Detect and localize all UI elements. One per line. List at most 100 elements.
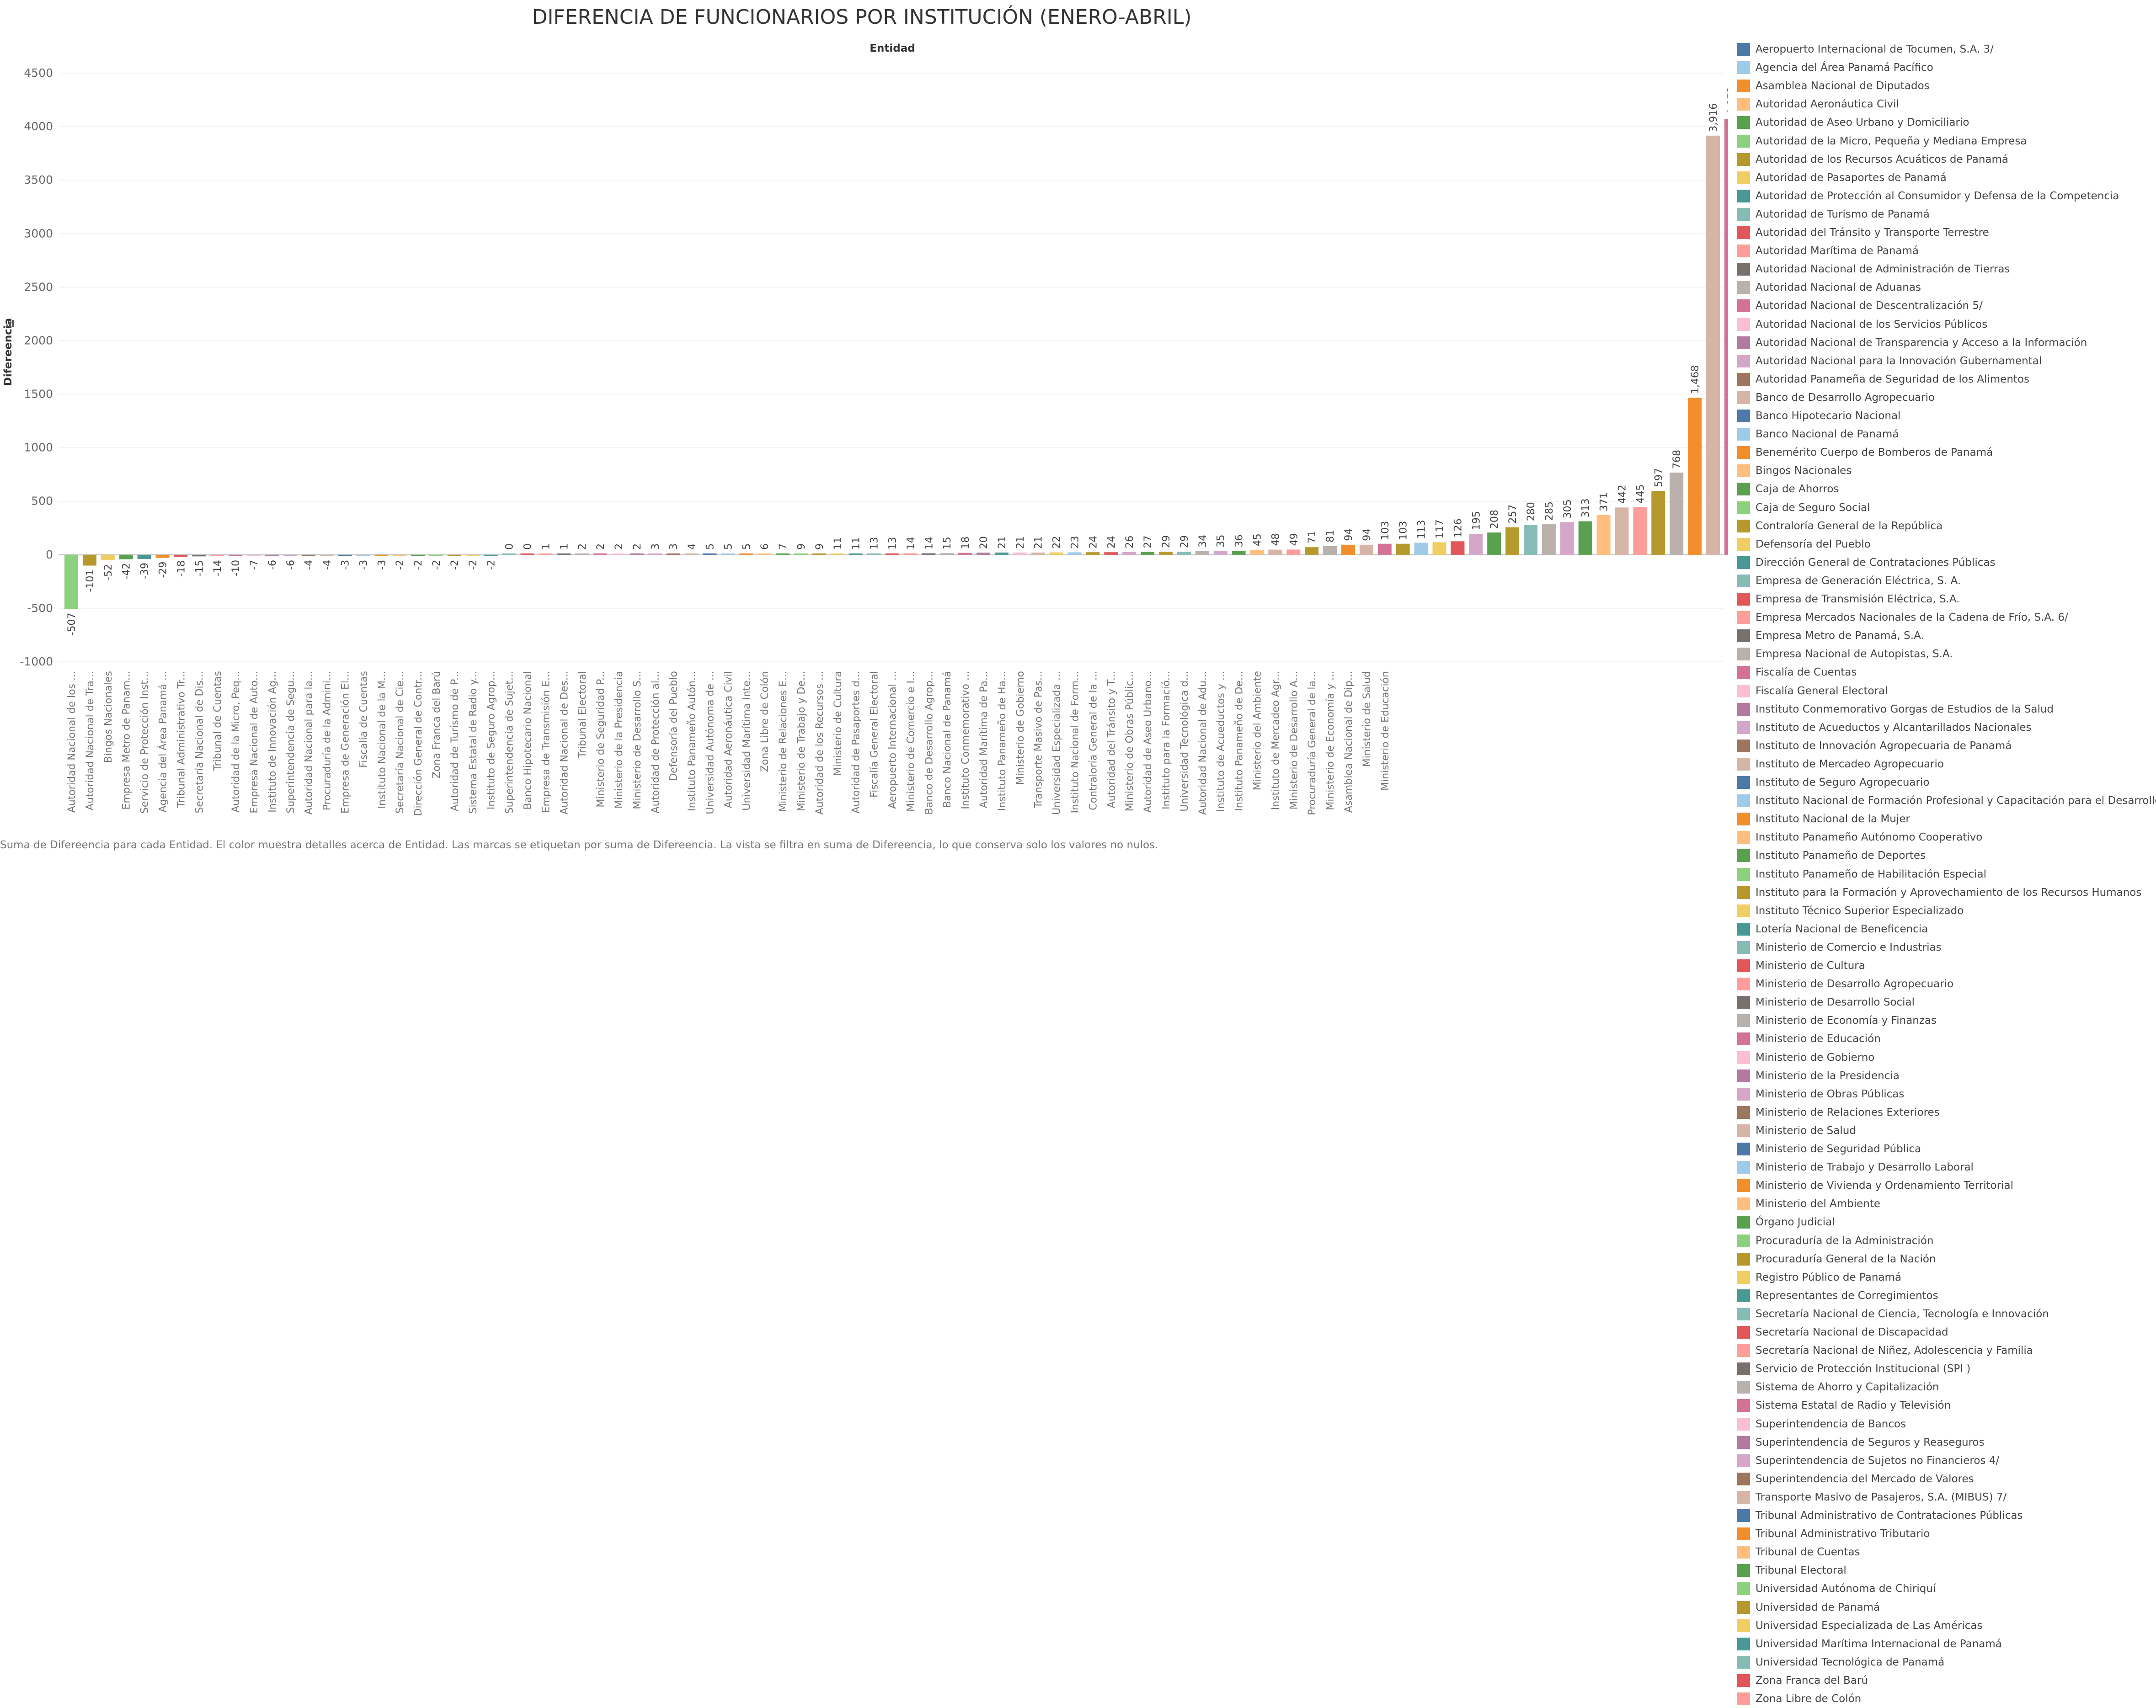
legend-item[interactable]: Instituto para la Formación y Aprovecham… <box>1737 883 2141 902</box>
bar[interactable] <box>1286 549 1301 555</box>
bar[interactable] <box>137 554 151 559</box>
bar[interactable] <box>1670 472 1684 555</box>
bar[interactable] <box>101 554 115 560</box>
legend-item[interactable]: Bingos Nacionales <box>1737 462 1852 480</box>
legend-item[interactable]: Instituto Conmemorativo Gorgas de Estudi… <box>1737 700 2054 718</box>
legend-item[interactable]: Ministerio de Comercio e Industrias <box>1737 938 1942 957</box>
legend-item[interactable]: Zona Franca del Barú <box>1737 1671 1868 1690</box>
legend-item[interactable]: Empresa de Generación Eléctrica, S. A. <box>1737 572 1961 590</box>
bar[interactable] <box>265 554 279 556</box>
legend-item[interactable]: Banco Hipotecario Nacional <box>1737 407 1900 425</box>
bar[interactable] <box>320 554 334 556</box>
legend-item[interactable]: Agencia del Área Panamá Pacífico <box>1737 59 1933 77</box>
bar[interactable] <box>539 553 553 555</box>
legend-item[interactable]: Empresa Metro de Panamá, S.A. <box>1737 627 1924 645</box>
legend-item[interactable]: Banco Nacional de Panamá <box>1737 425 1899 443</box>
legend-item[interactable]: Universidad de Panamá <box>1737 1598 1880 1617</box>
bar[interactable] <box>356 554 370 556</box>
bar[interactable] <box>155 554 170 558</box>
bar[interactable] <box>703 553 717 555</box>
bar[interactable] <box>82 554 96 566</box>
bar[interactable] <box>1724 118 1728 555</box>
legend-item[interactable]: Empresa Nacional de Autopistas, S.A. <box>1737 645 1953 663</box>
bar[interactable] <box>684 553 699 555</box>
legend-item[interactable]: Instituto Panameño de Habilitación Espec… <box>1737 865 1986 883</box>
legend-item[interactable]: Instituto Técnico Superior Especializado <box>1737 902 1964 920</box>
legend-item[interactable]: Ministerio del Ambiente <box>1737 1195 1880 1213</box>
bar[interactable] <box>812 553 826 555</box>
bar[interactable] <box>1177 552 1191 555</box>
bar[interactable] <box>447 554 461 556</box>
bar[interactable] <box>301 554 315 556</box>
bar[interactable] <box>1469 534 1483 555</box>
legend-item[interactable]: Tribunal Electoral <box>1737 1561 1846 1580</box>
bar[interactable] <box>210 554 224 557</box>
legend-item[interactable]: Instituto Nacional de la Mujer <box>1737 810 1910 828</box>
bar[interactable] <box>1323 546 1337 555</box>
legend-item[interactable]: Sistema Estatal de Radio y Televisión <box>1737 1396 1951 1415</box>
legend-item[interactable]: Empresa de Transmisión Eléctrica, S.A. <box>1737 590 1960 608</box>
legend-item[interactable]: Autoridad Nacional para la Innovación Gu… <box>1737 352 2042 370</box>
legend-item[interactable]: Instituto de Seguro Agropecuario <box>1737 773 1929 792</box>
bar[interactable] <box>739 553 753 555</box>
bar[interactable] <box>247 554 261 556</box>
bar[interactable] <box>1359 544 1373 555</box>
legend-item[interactable]: Autoridad del Tránsito y Transporte Terr… <box>1737 223 1989 242</box>
bar[interactable] <box>1213 551 1227 555</box>
bar[interactable] <box>1250 550 1264 555</box>
legend-item[interactable]: Ministerio de Educación <box>1737 1030 1881 1048</box>
bar[interactable] <box>830 553 844 555</box>
legend-item[interactable]: Universidad Autónoma de Chiriquí <box>1737 1580 1936 1598</box>
legend-item[interactable]: Ministerio de Trabajo y Desarrollo Labor… <box>1737 1158 1974 1176</box>
legend-item[interactable]: Superintendencia de Seguros y Reaseguros <box>1737 1433 1985 1452</box>
bar[interactable] <box>374 554 389 556</box>
legend-item[interactable]: Benemérito Cuerpo de Bomberos de Panamá <box>1737 443 1993 462</box>
legend-item[interactable]: Superintendencia del Mercado de Valores <box>1737 1470 1974 1488</box>
legend-item[interactable]: Autoridad Panameña de Seguridad de los A… <box>1737 370 2029 388</box>
bar[interactable] <box>1578 521 1592 555</box>
bar[interactable] <box>1141 552 1155 555</box>
bar[interactable] <box>1560 522 1574 555</box>
legend-item[interactable]: Autoridad Nacional de Transparencia y Ac… <box>1737 334 2087 352</box>
bar[interactable] <box>1013 552 1027 555</box>
legend-item[interactable]: Autoridad Nacional de Descentralización … <box>1737 297 1983 315</box>
bar[interactable] <box>1377 543 1392 555</box>
bar[interactable] <box>1487 532 1501 555</box>
bar[interactable] <box>849 553 863 555</box>
bar[interactable] <box>174 554 188 557</box>
legend-item[interactable]: Empresa Mercados Nacionales de la Cadena… <box>1737 608 2068 627</box>
legend-item[interactable]: Sistema de Ahorro y Capitalización <box>1737 1378 1939 1396</box>
legend-item[interactable]: Superintendencia de Bancos <box>1737 1415 1906 1433</box>
bar[interactable] <box>593 553 608 555</box>
legend-item[interactable]: Ministerio de Cultura <box>1737 957 1865 975</box>
bar[interactable] <box>502 553 516 555</box>
legend-item[interactable]: Ministerio de la Presidencia <box>1737 1067 1900 1085</box>
bar[interactable] <box>393 554 407 556</box>
bar[interactable] <box>484 554 498 556</box>
sort-icon[interactable] <box>6 320 14 327</box>
legend-item[interactable]: Tribunal Administrativo Tributario <box>1737 1525 1930 1543</box>
bar[interactable] <box>903 553 918 555</box>
legend-item[interactable]: Autoridad de los Recursos Acuáticos de P… <box>1737 150 2008 169</box>
legend-item[interactable]: Procuraduría de la Administración <box>1737 1232 1933 1250</box>
legend-item[interactable]: Registro Público de Panamá <box>1737 1268 1901 1287</box>
bar[interactable] <box>1031 552 1045 555</box>
legend-item[interactable]: Autoridad Nacional de Aduanas <box>1737 278 1921 297</box>
bar[interactable] <box>758 553 772 555</box>
bar[interactable] <box>922 553 936 555</box>
legend-item[interactable]: Instituto de Mercadeo Agropecuario <box>1737 755 1944 773</box>
legend-item[interactable]: Secretaría Nacional de Niñez, Adolescenc… <box>1737 1341 2033 1360</box>
legend-item[interactable]: Ministerio de Gobierno <box>1737 1048 1874 1067</box>
legend-item[interactable]: Ministerio de Desarrollo Social <box>1737 993 1915 1011</box>
legend-item[interactable]: Instituto de Acueductos y Alcantarillado… <box>1737 718 2031 737</box>
bar[interactable] <box>411 554 425 556</box>
bar[interactable] <box>1505 527 1520 555</box>
legend-item[interactable]: Tribunal de Cuentas <box>1737 1543 1860 1561</box>
bar[interactable] <box>867 553 881 555</box>
legend-item[interactable]: Aeropuerto Internacional de Tocumen, S.A… <box>1737 40 1994 59</box>
bar[interactable] <box>1432 542 1446 555</box>
bar[interactable] <box>1305 547 1319 555</box>
bar[interactable] <box>1159 552 1173 555</box>
bar[interactable] <box>575 553 589 555</box>
legend-item[interactable]: Instituto Panameño Autónomo Cooperativo <box>1737 828 1982 846</box>
